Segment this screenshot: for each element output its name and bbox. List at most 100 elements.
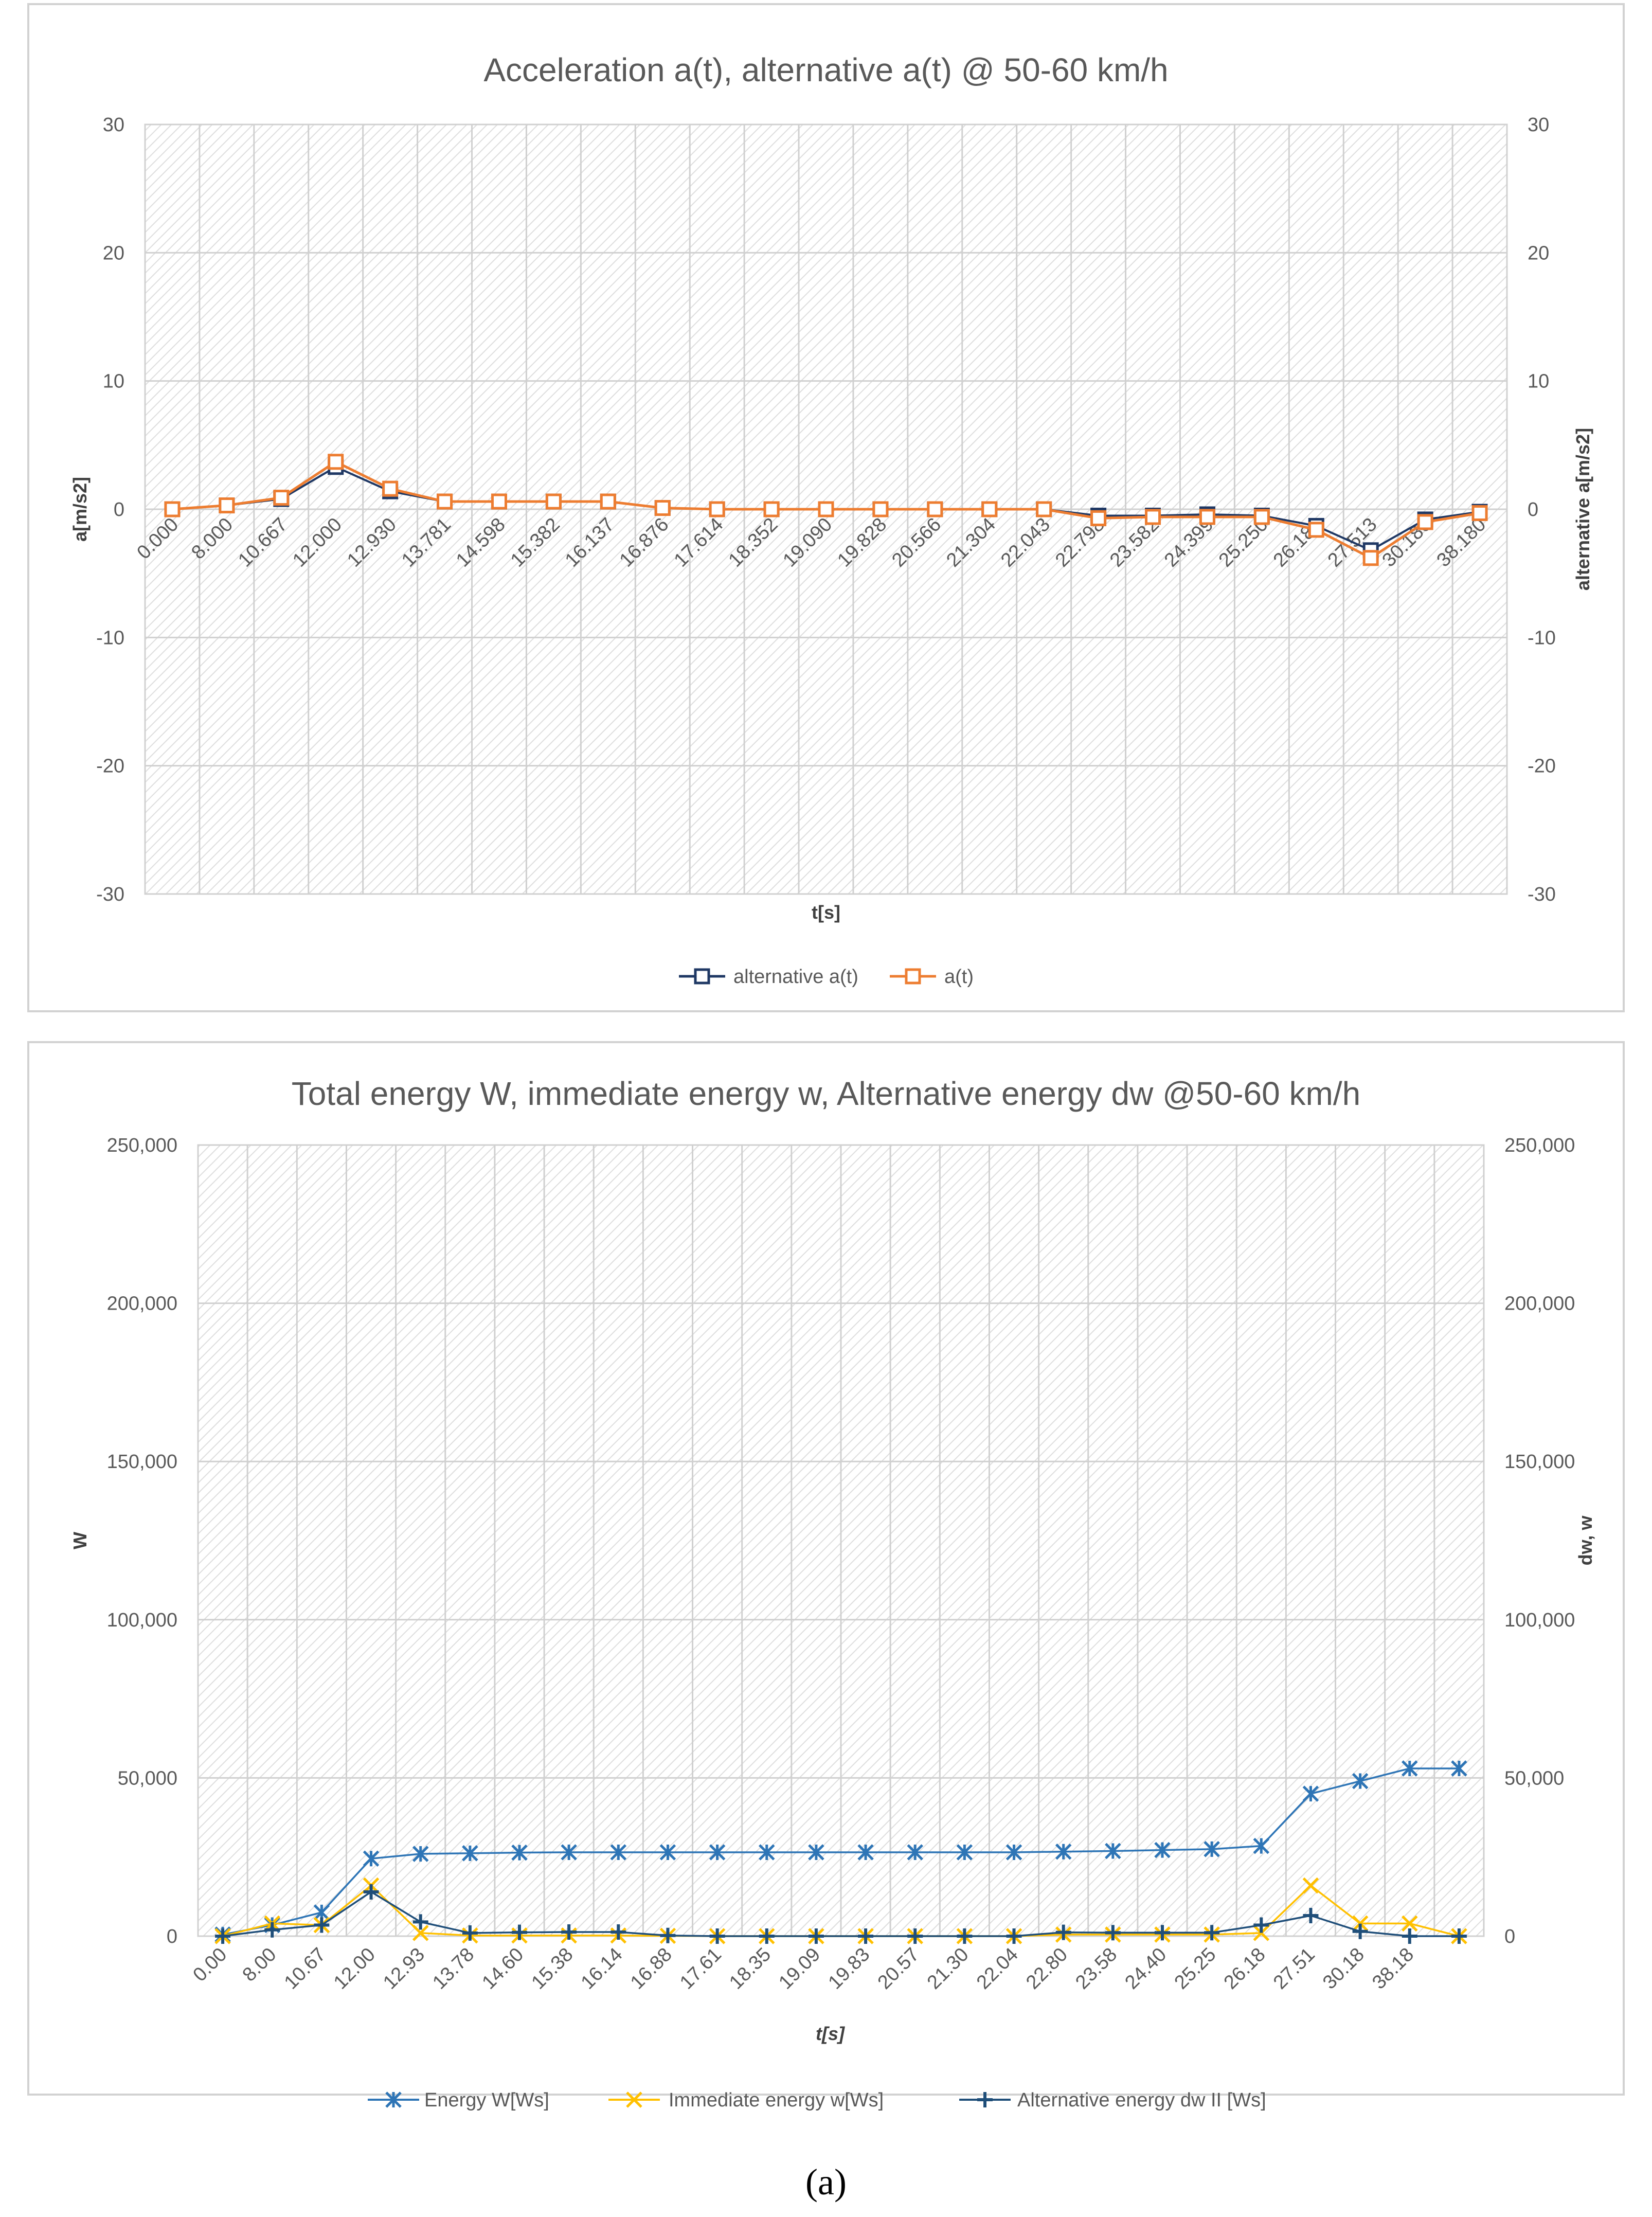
chart1-data-point	[491, 493, 507, 510]
chart2-title: Total energy W, immediate energy w, Alte…	[292, 1075, 1360, 1112]
chart1-y-label: a[m/s2]	[69, 477, 91, 542]
chart2-data-point	[1302, 1785, 1319, 1802]
chart2-data-point	[1105, 1925, 1121, 1941]
chart2-data-point	[808, 1844, 824, 1861]
legend-label-a: a(t)	[944, 966, 974, 988]
chart1-data-point	[1253, 509, 1270, 525]
chart2-y2-tick: 200,000	[1504, 1293, 1575, 1315]
chart1-legend: alternative a(t) a(t)	[679, 966, 974, 988]
chart2-data-point	[561, 1924, 577, 1940]
chart2-data-point	[215, 1928, 231, 1944]
chart2-data-point	[1055, 1843, 1072, 1860]
chart1-y-tick: 0	[114, 499, 124, 521]
chart2-data-point	[1006, 1928, 1022, 1944]
chart2-data-point	[1402, 1915, 1418, 1932]
acceleration-chart: Acceleration a(t), alternative a(t) @ 50…	[27, 3, 1625, 1012]
energy-chart: Total energy W, immediate energy w, Alte…	[27, 1041, 1625, 2111]
chart1-y2-tick: 20	[1528, 242, 1549, 264]
chart2-y2-axis: 250,000 200,000 150,000 100,000 50,000 0	[1504, 1135, 1575, 1947]
chart1-data-point	[1308, 522, 1324, 538]
chart2-data-point	[956, 1844, 973, 1861]
chart1-data-point	[328, 454, 344, 470]
chart1-y-axis: 30 20 10 0 -10 -20 -30	[96, 114, 124, 905]
chart1-y-tick: 10	[103, 371, 124, 392]
chart2-data-point	[512, 1924, 527, 1940]
figure-caption: (a)	[805, 2161, 847, 2203]
chart1-y2-axis: 30 20 10 0 -10 -20 -30	[1528, 114, 1556, 905]
chart2-y-tick: 50,000	[118, 1767, 177, 1789]
chart2-y2-tick: 250,000	[1504, 1135, 1575, 1156]
chart2-data-point	[1451, 1928, 1467, 1944]
chart2-y-label: W	[69, 1532, 91, 1549]
chart2-data-point	[1005, 1844, 1022, 1861]
chart2-data-point	[363, 1884, 379, 1900]
chart1-y2-tick: -30	[1528, 884, 1556, 905]
chart2-data-point	[1204, 1925, 1220, 1941]
chart2-data-point	[1402, 1760, 1418, 1777]
chart2-data-point	[610, 1844, 627, 1861]
chart1-series	[164, 454, 1488, 566]
chart2-series	[214, 1760, 1467, 1944]
chart1-gridlines	[144, 123, 1508, 895]
chart2-data-point	[1105, 1843, 1121, 1860]
chart2-x-label: t[s]	[816, 2023, 845, 2044]
chart1-y2-tick: 10	[1528, 371, 1549, 392]
chart1-data-point	[1090, 510, 1107, 526]
legend-label-energy-w: Energy W[Ws]	[424, 2089, 549, 2111]
chart2-y2-tick: 50,000	[1504, 1767, 1564, 1789]
legend-marker-immediate-energy	[626, 2091, 642, 2108]
chart2-data-point	[759, 1928, 775, 1944]
chart1-data-point	[981, 501, 998, 517]
legend-glyph	[626, 2091, 642, 2108]
chart1-data-point	[709, 501, 725, 517]
chart2-y-tick: 200,000	[107, 1293, 177, 1315]
chart1-y2-label: alternative a[m/s2]	[1572, 428, 1593, 591]
chart2-y2-label: dw, w	[1575, 1515, 1596, 1566]
chart2-data-point	[709, 1928, 725, 1944]
chart2-data-point	[709, 1844, 726, 1861]
chart2-data-point	[511, 1844, 528, 1861]
chart2-data-point	[412, 1846, 429, 1862]
chart2-y2-tick: 0	[1504, 1926, 1515, 1947]
chart2-data-point	[412, 1925, 429, 1941]
chart2-data-point	[314, 1917, 330, 1933]
chart1-data-point	[1362, 550, 1379, 566]
chart2-data-point	[462, 1845, 478, 1862]
chart1-data-point	[1036, 501, 1052, 517]
chart1-data-point	[763, 501, 780, 517]
chart2-y-tick: 0	[167, 1926, 177, 1947]
legend-label-alternative-a: alternative a(t)	[733, 966, 858, 988]
chart1-data-point	[600, 493, 616, 510]
chart2-data-point	[363, 1850, 380, 1867]
legend-marker-energy-w	[385, 2091, 402, 2108]
chart2-gridlines	[197, 1144, 1485, 1937]
chart1-x-label: t[s]	[812, 902, 840, 923]
chart2-data-point	[1352, 1773, 1369, 1790]
chart1-data-point	[437, 493, 453, 510]
legend-marker-alternative-a	[694, 968, 710, 985]
chart1-y2-tick: -20	[1528, 756, 1556, 777]
chart2-data-point	[1155, 1925, 1170, 1941]
chart2-y-axis: 250,000 200,000 150,000 100,000 50,000 0	[107, 1135, 177, 1947]
chart2-data-point	[659, 1844, 676, 1861]
chart1-y-tick: 20	[103, 242, 124, 264]
chart1-data-point	[872, 501, 889, 517]
chart2-y-tick: 150,000	[107, 1451, 177, 1473]
chart2-data-point	[264, 1922, 280, 1938]
chart2-data-point	[1253, 1925, 1270, 1941]
chart2-y-tick: 100,000	[107, 1610, 177, 1631]
chart1-y-tick: -20	[96, 756, 124, 777]
chart1-y2-tick: 0	[1528, 499, 1538, 521]
chart2-data-point	[1451, 1760, 1467, 1777]
legend-glyph	[977, 2092, 993, 2107]
chart1-data-point	[1417, 514, 1433, 530]
chart2-data-point	[1154, 1841, 1171, 1858]
chart2-legend: Energy W[Ws] Immediate energy w[Ws] Alte…	[368, 2089, 1266, 2111]
chart1-data-point	[545, 493, 562, 510]
chart2-data-point	[957, 1928, 973, 1944]
chart2-series-line	[222, 1767, 1459, 1936]
chart1-data-point	[1471, 505, 1488, 521]
chart2-data-point	[759, 1844, 775, 1861]
chart1-y-tick: -10	[96, 627, 124, 649]
chart2-data-point	[907, 1928, 923, 1944]
